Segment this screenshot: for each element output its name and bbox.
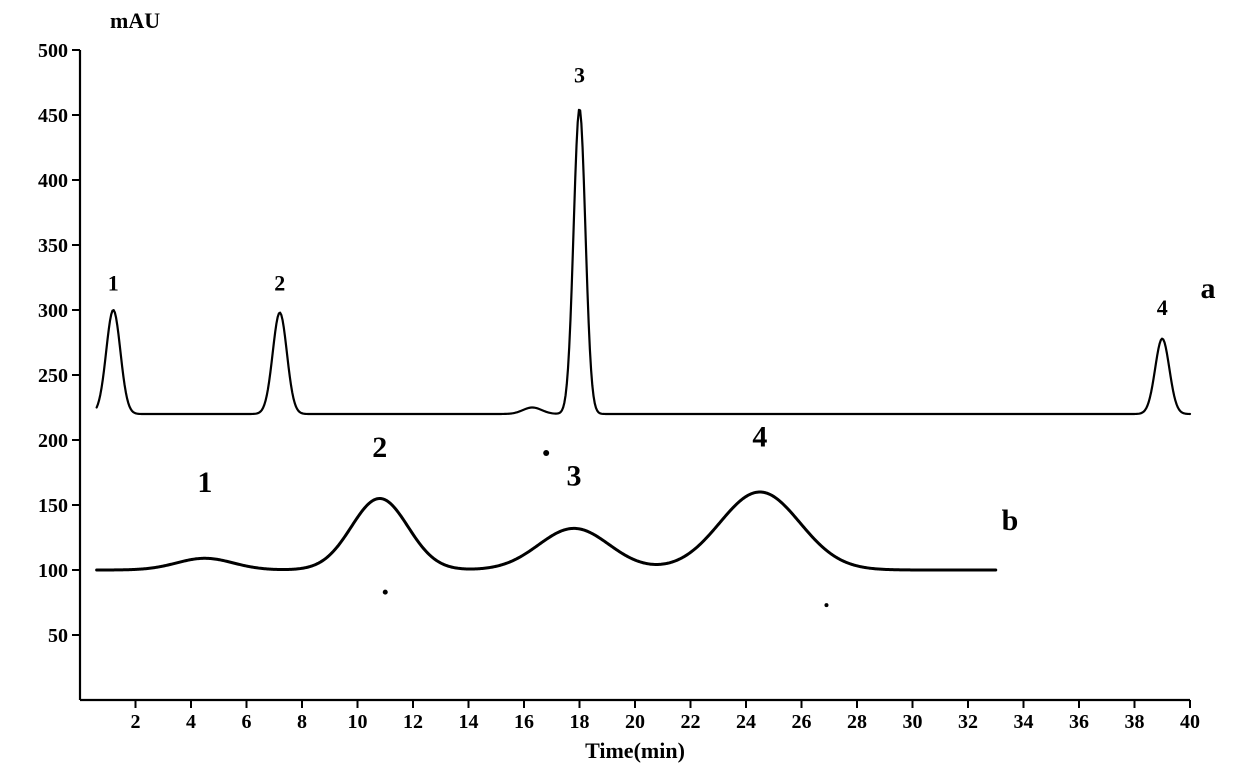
x-tick-label: 26 (792, 711, 812, 733)
y-tick-label: 200 (38, 430, 68, 452)
peak-label-a: 3 (574, 63, 585, 88)
peak-label-b: 2 (372, 431, 387, 464)
y-tick-label: 450 (38, 105, 68, 127)
peak-label-b: 3 (566, 460, 581, 493)
y-axis-label: mAU (110, 8, 160, 33)
x-tick-label: 34 (1014, 711, 1034, 733)
peak-label-b: 1 (197, 466, 212, 499)
x-tick-label: 32 (958, 711, 978, 733)
peak-label-a: 4 (1157, 295, 1168, 320)
chart-svg: 5010015020025030035040045050024681012141… (0, 0, 1240, 774)
x-tick-label: 6 (242, 711, 252, 733)
x-tick-label: 30 (903, 711, 923, 733)
x-tick-label: 36 (1069, 711, 1089, 733)
x-tick-label: 4 (186, 711, 196, 733)
y-tick-label: 400 (38, 170, 68, 192)
y-tick-label: 100 (38, 560, 68, 582)
x-tick-label: 20 (625, 711, 645, 733)
plot-bg (0, 0, 1240, 774)
x-tick-label: 14 (459, 711, 479, 733)
x-tick-label: 28 (847, 711, 867, 733)
y-tick-label: 300 (38, 300, 68, 322)
series-label: b (1002, 504, 1019, 537)
x-tick-label: 38 (1125, 711, 1145, 733)
artifact-dot (543, 450, 549, 456)
peak-label-a: 1 (108, 271, 119, 296)
x-tick-label: 24 (736, 711, 756, 733)
x-axis-label: Time(min) (585, 738, 685, 763)
x-tick-label: 2 (131, 711, 141, 733)
y-tick-label: 150 (38, 495, 68, 517)
artifact-dot (824, 603, 828, 607)
peak-label-b: 4 (752, 421, 767, 454)
artifact-dot (383, 590, 388, 595)
x-tick-label: 18 (570, 711, 590, 733)
x-tick-label: 22 (681, 711, 701, 733)
x-tick-label: 10 (348, 711, 368, 733)
series-label: a (1201, 272, 1216, 305)
y-tick-label: 250 (38, 365, 68, 387)
peak-label-a: 2 (274, 271, 285, 296)
y-tick-label: 500 (38, 40, 68, 62)
chromatogram-chart: 5010015020025030035040045050024681012141… (0, 0, 1240, 774)
y-tick-label: 350 (38, 235, 68, 257)
x-tick-label: 8 (297, 711, 307, 733)
x-tick-label: 16 (514, 711, 534, 733)
x-tick-label: 40 (1180, 711, 1200, 733)
y-tick-label: 50 (48, 625, 68, 647)
x-tick-label: 12 (403, 711, 423, 733)
